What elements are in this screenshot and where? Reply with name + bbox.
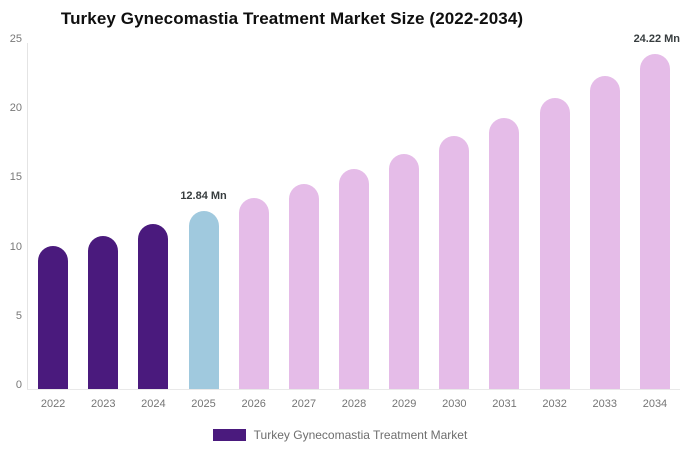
legend-label: Turkey Gynecomastia Treatment Market <box>253 428 468 442</box>
bar-slot-2027 <box>279 43 329 389</box>
legend-swatch <box>212 429 246 441</box>
x-tick-2032: 2032 <box>542 398 567 410</box>
x-tick-2033: 2033 <box>592 398 618 410</box>
bar-slot-2024 <box>128 43 178 389</box>
bar-2029[interactable] <box>389 153 420 389</box>
bar-2031[interactable] <box>489 117 520 389</box>
bar-slot-2022 <box>28 43 78 389</box>
bar-2025[interactable] <box>188 211 219 389</box>
x-tick-2023: 2023 <box>90 398 116 410</box>
bar-slot-2025: 12.84 Mn <box>178 43 228 389</box>
bar-2033[interactable] <box>589 76 620 389</box>
x-tick-2034: 2034 <box>642 398 668 410</box>
bar-2028[interactable] <box>339 168 370 389</box>
x-tick-2027: 2027 <box>291 398 317 410</box>
bar-slot-2032 <box>530 43 580 389</box>
bar-slot-2029 <box>379 43 429 389</box>
y-tick-10: 10 <box>9 240 22 253</box>
y-tick-20: 20 <box>9 102 22 115</box>
bar-slot-2034: 24.22 Mn <box>630 33 680 389</box>
y-tick-5: 5 <box>15 309 22 322</box>
y-axis: 0 5 10 15 20 25 <box>0 33 22 391</box>
y-axis-line <box>27 43 28 389</box>
bar-slot-2031 <box>479 43 529 389</box>
y-tick-15: 15 <box>9 171 22 184</box>
chart-title: Turkey Gynecomastia Treatment Market Siz… <box>60 9 524 28</box>
x-tick-2030: 2030 <box>442 398 467 410</box>
bar-2032[interactable] <box>539 97 570 389</box>
x-tick-2028: 2028 <box>341 398 367 410</box>
x-tick-2031: 2031 <box>492 398 517 410</box>
bar-slot-2028 <box>329 43 379 389</box>
y-tick-25: 25 <box>9 33 22 45</box>
bar-slot-2030 <box>429 43 479 389</box>
bar-slot-2033 <box>580 43 630 389</box>
bar-2024[interactable] <box>138 223 169 389</box>
plot-area: 12.84 Mn 24.22 Mn <box>28 33 680 389</box>
bar-2026[interactable] <box>238 198 269 389</box>
x-tick-2026: 2026 <box>241 398 266 410</box>
bar-2030[interactable] <box>439 136 470 389</box>
bar-2023[interactable] <box>88 236 119 389</box>
x-tick-2029: 2029 <box>391 398 417 410</box>
data-label-2034: 24.22 Mn <box>633 32 680 45</box>
x-tick-2022: 2022 <box>40 398 66 410</box>
data-label-2025: 12.84 Mn <box>180 190 227 203</box>
legend-item[interactable]: Turkey Gynecomastia Treatment Market <box>0 427 680 443</box>
x-tick-2025: 2025 <box>191 398 216 410</box>
bar-slot-2023 <box>78 43 128 389</box>
x-tick-2024: 2024 <box>141 398 166 410</box>
x-axis: 2022 2023 2024 2025 2026 2027 2028 2029 2030 2031… <box>28 396 680 412</box>
bar-2034[interactable] <box>639 53 670 389</box>
y-tick-0: 0 <box>15 379 22 391</box>
bar-2027[interactable] <box>288 184 319 389</box>
bar-slot-2026 <box>229 43 279 389</box>
x-axis-line <box>27 389 680 390</box>
bar-2022[interactable] <box>38 246 69 389</box>
